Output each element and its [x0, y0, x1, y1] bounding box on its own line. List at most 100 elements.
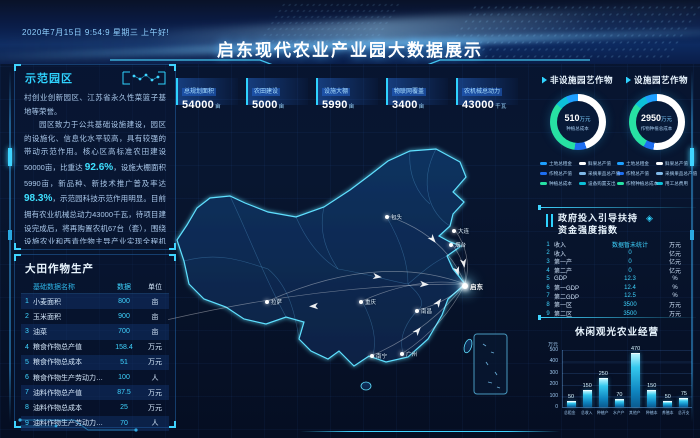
kpi-cards: 总规划面积 54000亩 农田建设 5000亩 设施大棚 5990亩 物联网覆盖… — [176, 78, 524, 111]
x-tick-label: 养殖本 — [661, 410, 674, 415]
legend-item: 设备购置支出 — [578, 178, 618, 188]
bottom-left-circuit-decoration — [18, 418, 138, 432]
x-tick-label: 其他产 — [629, 410, 641, 415]
bar-item: 150 — [582, 383, 592, 407]
circuit-icon — [122, 71, 166, 85]
field-crops-title: 大田作物生产 — [25, 263, 94, 275]
kpi-unit: 亩 — [418, 104, 425, 110]
kpi-value: 3400亩 — [392, 99, 425, 111]
col-header-unit: 单位 — [148, 283, 162, 291]
table-row: 9 第二区 3500 万元 — [546, 310, 681, 319]
kpi-value: 5000亩 — [252, 99, 285, 111]
leisure-bar-fill — [647, 389, 657, 407]
kpi-card: 物联网覆盖 3400亩 — [386, 78, 448, 111]
bar-item: 470 — [631, 346, 641, 407]
x-axis-labels: 总租金 总收入 种植产 水产产 其他产 种植本 养殖本 总开支 — [562, 410, 692, 416]
plane-icons — [309, 233, 467, 337]
kpi-card: 农田建设 5000亩 — [246, 78, 308, 111]
china-map-svg — [168, 148, 508, 395]
col-header-value: 数据 — [117, 283, 131, 291]
table-row: 4 第二产 0 亿元 — [546, 267, 681, 276]
legend-swatch — [540, 161, 547, 165]
x-tick-label: 总租金 — [564, 410, 576, 415]
legend-label: 采摘果品总产值 — [664, 170, 697, 177]
corner-accent — [169, 421, 176, 428]
bar-value-label: 50 — [568, 394, 575, 401]
kpi-label: 物联网覆盖 — [392, 88, 427, 96]
x-tick-label: 总收入 — [580, 410, 593, 415]
legend-item: 采摘果品总产值 — [655, 168, 697, 178]
demo-park-title: 示范园区 — [25, 73, 73, 85]
x-tick-label: 种植本 — [645, 410, 658, 415]
gov-fund-table: 1 收入 数据暂未统计 万元 2 收入 0 亿元 3 第一产 0 亿元 — [538, 240, 696, 319]
corner-accent — [14, 64, 21, 71]
corner-accent — [14, 421, 21, 428]
legend-item: 采摘果品总产值 — [578, 168, 620, 178]
arrow-mark-icon — [542, 76, 547, 84]
leisure-bar-fill — [566, 401, 576, 407]
kpi-label: 农机械总动力 — [462, 88, 503, 96]
bar-item: 75 — [679, 391, 689, 407]
gov-fund-panel: 政府投入引导扶持 资金强度指数 ◈ 1 收入 数据暂未统计 万元 2 收入 0 … — [538, 210, 696, 319]
corner-accent — [14, 254, 21, 261]
donut-legend-right: 土地总租金 鲜果总产值 作物总产值 采摘果品总产值 — [617, 158, 697, 188]
province-borders — [183, 148, 451, 356]
legend-item: 作物种植总成本 — [617, 178, 659, 188]
donut-chart-left: 510万元 种植总成本 — [549, 94, 606, 150]
legend-label: 设备购置支出 — [587, 180, 616, 187]
donut-center: 510万元 种植总成本 — [556, 101, 599, 143]
legend-item: 土地总租金 — [540, 158, 579, 168]
highlight-percent-2: 98.3% — [24, 193, 53, 204]
table-header-row: 基础数据名称 数据 单位 — [21, 280, 169, 294]
legend-item: 作物总产值 — [540, 168, 579, 178]
kpi-card: 设施大棚 5990亩 — [316, 78, 378, 111]
diamond-icon: ◈ — [646, 213, 653, 223]
title-underline-decoration — [110, 59, 590, 64]
legend-item: 作物总产值 — [617, 168, 656, 178]
leisure-bar-fill — [598, 378, 608, 407]
x-tick-label: 水产产 — [613, 410, 625, 415]
donut-chart-right: 2950万元 作物种植总成本 — [628, 94, 685, 150]
table-row: 3 油菜 700 亩 — [21, 324, 169, 340]
table-row: 5 粮食作物总成本 51 万元 — [21, 354, 169, 370]
bar-item: 150 — [647, 383, 657, 407]
header: 2020年7月15日 9:54:9 星期三 上午好! 启东现代农业产业园大数据展… — [0, 0, 700, 64]
bar-item: 50 — [663, 394, 673, 407]
corner-accent — [14, 243, 21, 250]
demo-park-description: 村创业创新园区、江苏省永久性菜篮子基地等荣誉。 园区致力于公共基础设施建设，园区… — [15, 86, 175, 244]
donut-legend-left: 土地总租金 鲜果总产值 作物总产值 采摘果品总产值 — [540, 158, 620, 188]
panel-divider — [538, 315, 696, 320]
bar-value-label: 70 — [616, 391, 623, 398]
demo-park-paragraph-2: 园区致力于公共基础设施建设，园区的设施化、信息化水平较高，具有较强的带动示范作用… — [24, 120, 166, 244]
field-crops-panel: 大田作物生产 基础数据名称 数据 单位 1 小麦面积 800 亩 — [14, 254, 176, 431]
legend-item: 用工总费用 — [655, 178, 695, 188]
y-axis-ticks: 500 400 300 200 100 0 — [544, 348, 558, 410]
corner-accent — [169, 254, 176, 261]
bar-item: 250 — [598, 371, 608, 407]
kpi-label: 总规划面积 — [182, 88, 217, 96]
leisure-bar-chart: 万元 500 400 300 200 100 0 50 150 — [544, 342, 692, 420]
legend-swatch — [617, 181, 624, 185]
kpi-unit: 亩 — [215, 104, 221, 110]
table-row: 5 GDP 12.3 % — [546, 275, 678, 282]
legend-label: 鲜果总产值 — [587, 160, 611, 167]
legend-swatch — [617, 161, 624, 165]
table-row: 3 第一产 0 亿元 — [546, 258, 681, 267]
table-row: 7 油料作物总产值 87.5 万元 — [21, 385, 169, 401]
table-row: 1 收入 数据暂未统计 万元 — [546, 241, 681, 250]
kpi-unit: 千瓦 — [495, 104, 507, 110]
table-row: 6 粮食作物生产劳动力总… 100 人 — [25, 374, 159, 382]
x-tick-label: 总开支 — [678, 410, 690, 415]
table-row: 2 收入 0 亿元 — [546, 250, 681, 258]
y-tick: 400 — [549, 358, 558, 365]
gov-fund-title: 政府投入引导扶持 资金强度指数 — [558, 213, 639, 236]
panel-divider — [538, 205, 696, 210]
legend-label: 作物种植总成本 — [626, 180, 659, 187]
legend-swatch — [655, 171, 663, 175]
legend-swatch — [655, 161, 663, 165]
arrow-mark-icon — [625, 76, 631, 84]
y-tick: 500 — [549, 347, 558, 353]
corner-accent — [169, 243, 176, 250]
legend-swatch — [540, 181, 547, 185]
